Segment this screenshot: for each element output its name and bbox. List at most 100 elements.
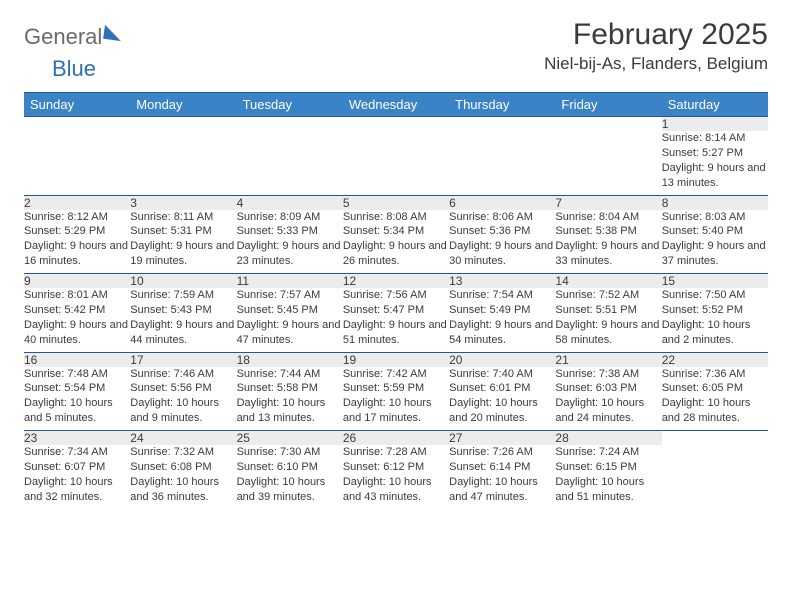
day-details-cell: Sunrise: 8:01 AMSunset: 5:42 PMDaylight:… [24, 288, 130, 352]
day-details-cell: Sunrise: 7:44 AMSunset: 5:58 PMDaylight:… [237, 367, 343, 431]
sunrise-text: Sunrise: 7:46 AM [130, 367, 236, 382]
daylight-text: Daylight: 9 hours and 44 minutes. [130, 318, 236, 348]
logo-text-general: General [24, 24, 102, 50]
sunrise-text: Sunrise: 8:09 AM [237, 210, 343, 225]
sunset-text: Sunset: 5:43 PM [130, 303, 236, 318]
weekday-header-row: SundayMondayTuesdayWednesdayThursdayFrid… [24, 93, 768, 117]
day-number-cell: 22 [662, 352, 768, 367]
day-details-cell: Sunrise: 7:38 AMSunset: 6:03 PMDaylight:… [555, 367, 661, 431]
sunrise-text: Sunrise: 7:38 AM [555, 367, 661, 382]
sunset-text: Sunset: 5:58 PM [237, 381, 343, 396]
sunset-text: Sunset: 5:54 PM [24, 381, 130, 396]
logo: General [24, 24, 122, 50]
daylight-text: Daylight: 10 hours and 9 minutes. [130, 396, 236, 426]
sunrise-text: Sunrise: 7:36 AM [662, 367, 768, 382]
weekday-header: Tuesday [237, 93, 343, 117]
day-number-cell [130, 117, 236, 132]
week-details-row: Sunrise: 8:14 AMSunset: 5:27 PMDaylight:… [24, 131, 768, 195]
day-details-cell: Sunrise: 7:56 AMSunset: 5:47 PMDaylight:… [343, 288, 449, 352]
day-number-cell: 1 [662, 117, 768, 132]
daylight-text: Daylight: 9 hours and 19 minutes. [130, 239, 236, 269]
day-details-cell [449, 131, 555, 195]
sunset-text: Sunset: 6:10 PM [237, 460, 343, 475]
week-daynum-row: 2345678 [24, 195, 768, 210]
day-details-cell: Sunrise: 8:14 AMSunset: 5:27 PMDaylight:… [662, 131, 768, 195]
day-number-cell: 26 [343, 431, 449, 446]
sunset-text: Sunset: 5:42 PM [24, 303, 130, 318]
day-details-cell: Sunrise: 7:26 AMSunset: 6:14 PMDaylight:… [449, 445, 555, 509]
daylight-text: Daylight: 10 hours and 13 minutes. [237, 396, 343, 426]
calendar-body: 1Sunrise: 8:14 AMSunset: 5:27 PMDaylight… [24, 117, 768, 510]
daylight-text: Daylight: 10 hours and 17 minutes. [343, 396, 449, 426]
day-number-cell: 27 [449, 431, 555, 446]
day-details-cell: Sunrise: 7:42 AMSunset: 5:59 PMDaylight:… [343, 367, 449, 431]
logo-text-blue: Blue [52, 56, 96, 81]
day-details-cell: Sunrise: 7:48 AMSunset: 5:54 PMDaylight:… [24, 367, 130, 431]
day-details-cell: Sunrise: 8:03 AMSunset: 5:40 PMDaylight:… [662, 210, 768, 274]
day-details-cell: Sunrise: 7:24 AMSunset: 6:15 PMDaylight:… [555, 445, 661, 509]
sunset-text: Sunset: 5:34 PM [343, 224, 449, 239]
title-block: February 2025 Niel-bij-As, Flanders, Bel… [544, 18, 768, 74]
day-number-cell: 24 [130, 431, 236, 446]
sunrise-text: Sunrise: 8:04 AM [555, 210, 661, 225]
sunrise-text: Sunrise: 7:26 AM [449, 445, 555, 460]
sunset-text: Sunset: 5:29 PM [24, 224, 130, 239]
weekday-header: Saturday [662, 93, 768, 117]
daylight-text: Daylight: 10 hours and 20 minutes. [449, 396, 555, 426]
day-number-cell: 5 [343, 195, 449, 210]
day-details-cell [662, 445, 768, 509]
sunset-text: Sunset: 5:40 PM [662, 224, 768, 239]
week-details-row: Sunrise: 8:12 AMSunset: 5:29 PMDaylight:… [24, 210, 768, 274]
day-details-cell: Sunrise: 7:52 AMSunset: 5:51 PMDaylight:… [555, 288, 661, 352]
sunset-text: Sunset: 6:12 PM [343, 460, 449, 475]
day-number-cell: 6 [449, 195, 555, 210]
day-number-cell: 10 [130, 274, 236, 289]
daylight-text: Daylight: 9 hours and 40 minutes. [24, 318, 130, 348]
day-details-cell: Sunrise: 7:32 AMSunset: 6:08 PMDaylight:… [130, 445, 236, 509]
day-details-cell: Sunrise: 7:54 AMSunset: 5:49 PMDaylight:… [449, 288, 555, 352]
sunrise-text: Sunrise: 7:24 AM [555, 445, 661, 460]
day-details-cell: Sunrise: 8:06 AMSunset: 5:36 PMDaylight:… [449, 210, 555, 274]
day-details-cell [237, 131, 343, 195]
sunrise-text: Sunrise: 8:06 AM [449, 210, 555, 225]
day-number-cell: 16 [24, 352, 130, 367]
day-details-cell: Sunrise: 7:36 AMSunset: 6:05 PMDaylight:… [662, 367, 768, 431]
day-details-cell: Sunrise: 7:30 AMSunset: 6:10 PMDaylight:… [237, 445, 343, 509]
sunset-text: Sunset: 6:03 PM [555, 381, 661, 396]
daylight-text: Daylight: 10 hours and 39 minutes. [237, 475, 343, 505]
day-number-cell: 25 [237, 431, 343, 446]
sunset-text: Sunset: 5:45 PM [237, 303, 343, 318]
day-number-cell: 17 [130, 352, 236, 367]
day-number-cell: 28 [555, 431, 661, 446]
daylight-text: Daylight: 10 hours and 43 minutes. [343, 475, 449, 505]
sunrise-text: Sunrise: 7:56 AM [343, 288, 449, 303]
day-number-cell: 2 [24, 195, 130, 210]
sunrise-text: Sunrise: 7:48 AM [24, 367, 130, 382]
sunset-text: Sunset: 5:38 PM [555, 224, 661, 239]
day-details-cell: Sunrise: 8:12 AMSunset: 5:29 PMDaylight:… [24, 210, 130, 274]
day-details-cell: Sunrise: 7:34 AMSunset: 6:07 PMDaylight:… [24, 445, 130, 509]
day-number-cell: 4 [237, 195, 343, 210]
sunrise-text: Sunrise: 8:08 AM [343, 210, 449, 225]
daylight-text: Daylight: 10 hours and 32 minutes. [24, 475, 130, 505]
week-details-row: Sunrise: 7:48 AMSunset: 5:54 PMDaylight:… [24, 367, 768, 431]
month-title: February 2025 [544, 18, 768, 52]
sunset-text: Sunset: 5:59 PM [343, 381, 449, 396]
day-number-cell: 20 [449, 352, 555, 367]
day-details-cell [343, 131, 449, 195]
sunrise-text: Sunrise: 7:59 AM [130, 288, 236, 303]
daylight-text: Daylight: 9 hours and 47 minutes. [237, 318, 343, 348]
week-details-row: Sunrise: 8:01 AMSunset: 5:42 PMDaylight:… [24, 288, 768, 352]
calendar-table: SundayMondayTuesdayWednesdayThursdayFrid… [24, 93, 768, 509]
day-number-cell: 8 [662, 195, 768, 210]
sunset-text: Sunset: 6:15 PM [555, 460, 661, 475]
sunrise-text: Sunrise: 8:14 AM [662, 131, 768, 146]
day-number-cell: 7 [555, 195, 661, 210]
daylight-text: Daylight: 10 hours and 5 minutes. [24, 396, 130, 426]
daylight-text: Daylight: 9 hours and 16 minutes. [24, 239, 130, 269]
sunset-text: Sunset: 6:08 PM [130, 460, 236, 475]
day-number-cell [449, 117, 555, 132]
sunset-text: Sunset: 5:56 PM [130, 381, 236, 396]
sunrise-text: Sunrise: 7:40 AM [449, 367, 555, 382]
weekday-header: Friday [555, 93, 661, 117]
